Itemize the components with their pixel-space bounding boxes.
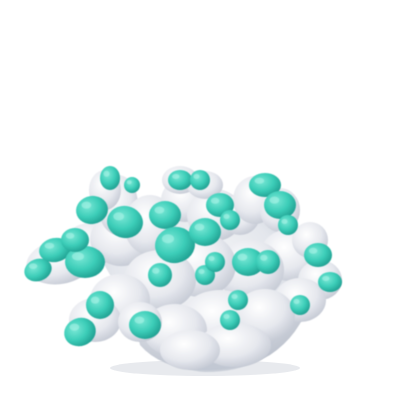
coral-polyp-tip: [129, 311, 161, 339]
polyp-highlight: [162, 234, 174, 244]
coral-polyp-tip: [220, 310, 240, 330]
polyp-highlight: [281, 219, 288, 224]
polyp-highlight: [113, 212, 125, 221]
coral-polyp-tip: [228, 290, 248, 310]
polyp-highlight: [260, 254, 268, 261]
polyp-highlight: [208, 256, 215, 261]
polyp-highlight: [28, 263, 38, 269]
polyp-highlight: [193, 174, 200, 179]
polyp-highlight: [90, 296, 100, 304]
coral-polyp-tip: [264, 191, 296, 219]
polyp-highlight: [210, 197, 220, 204]
polyp-highlight: [81, 201, 92, 209]
polyp-highlight: [72, 252, 84, 261]
polyp-highlight: [103, 170, 110, 177]
coral-polyp-tip: [290, 295, 310, 315]
coral-polyp-tip: [86, 291, 114, 319]
polyp-highlight: [198, 269, 205, 274]
polyp-highlight: [194, 223, 205, 231]
polyp-highlight: [126, 180, 132, 185]
polyp-highlight: [152, 267, 160, 274]
coral-polyp-tip: [278, 215, 298, 235]
polyp-highlight: [44, 242, 55, 249]
polyp-highlight: [308, 247, 318, 254]
polyp-highlight: [269, 196, 280, 204]
coral-polyp-tip: [205, 252, 225, 272]
polyp-highlight: [154, 206, 165, 214]
coral-polyp-tip: [168, 170, 192, 190]
coral-polyp-tip: [256, 250, 280, 274]
coral-polyp-tip: [318, 272, 342, 292]
polyp-highlight: [254, 177, 265, 184]
polyp-highlight: [322, 276, 330, 281]
polyp-highlight: [69, 323, 80, 331]
coral-polyp-tip: [124, 177, 140, 193]
polyp-highlight: [65, 232, 75, 239]
polyp-highlight: [293, 299, 300, 304]
polyp-highlight: [223, 214, 230, 219]
polyp-highlight: [237, 253, 248, 261]
polyp-highlight: [134, 316, 145, 324]
coral-polyp-tip: [61, 228, 89, 252]
polyp-highlight: [231, 294, 238, 299]
coral-polyp-tip: [149, 201, 181, 229]
coral-polyp-tips: [24, 166, 342, 347]
coral-polyp-tip: [148, 263, 172, 287]
coral-polyp-tip: [220, 210, 240, 230]
coral-polyp-tip: [189, 218, 221, 246]
coral-branch: [160, 330, 220, 370]
coral-polyp-tip: [190, 170, 210, 190]
coral-polyp-tip: [304, 243, 332, 267]
polyp-highlight: [172, 174, 180, 179]
coral-polyp-tip: [100, 166, 120, 190]
polyp-highlight: [223, 314, 230, 319]
